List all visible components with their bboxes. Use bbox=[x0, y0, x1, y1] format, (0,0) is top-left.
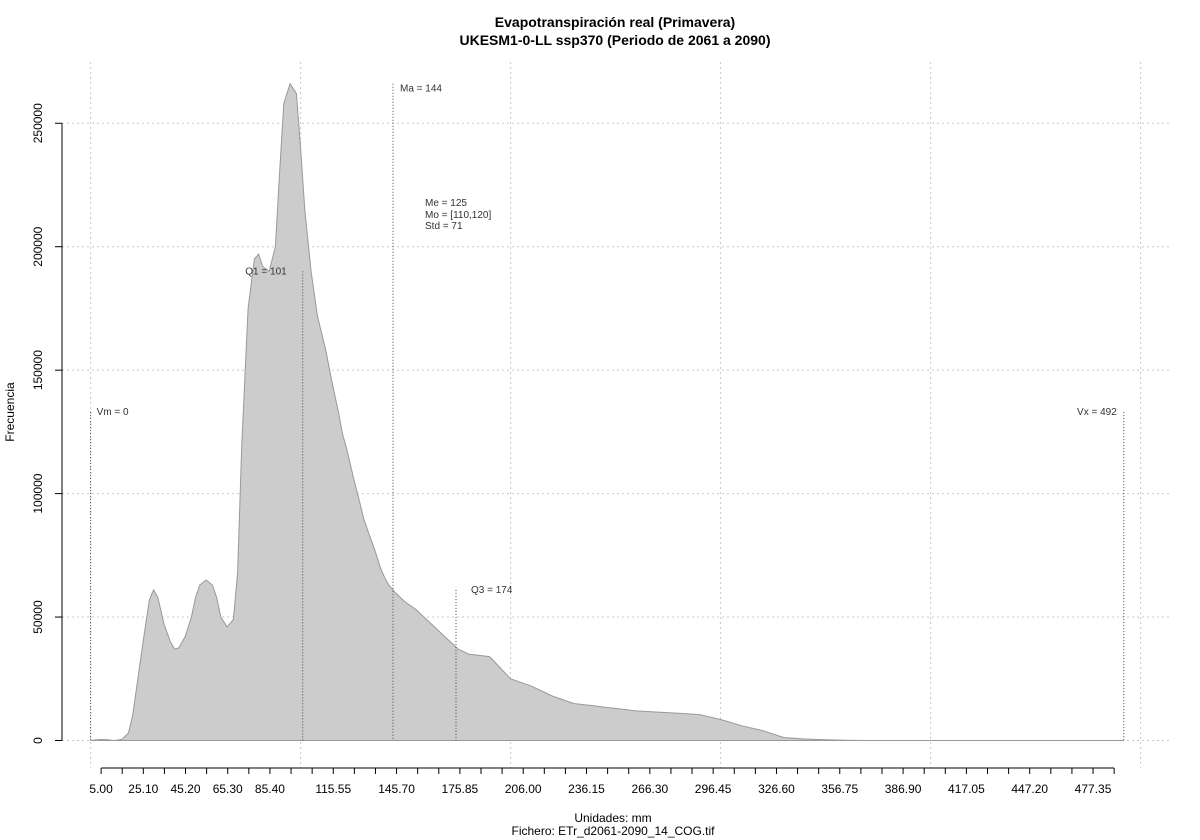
stat-mode: Mo = [110,120] bbox=[425, 210, 491, 221]
y-tick-label: 150000 bbox=[31, 350, 45, 390]
x-axis-label: Unidades: mm bbox=[574, 811, 651, 825]
marker-label: Q3 = 174 bbox=[471, 585, 513, 596]
y-tick-label: 50000 bbox=[31, 600, 45, 634]
y-axis-label: Frecuencia bbox=[3, 382, 17, 442]
x-tick-label: 447.20 bbox=[1011, 782, 1048, 796]
marker-label: Vx = 492 bbox=[1077, 407, 1117, 418]
x-tick-label: 356.75 bbox=[821, 782, 858, 796]
x-tick-label: 206.00 bbox=[505, 782, 542, 796]
x-tick-label: 417.05 bbox=[948, 782, 985, 796]
y-tick-label: 200000 bbox=[31, 226, 45, 266]
x-tick-label: 296.45 bbox=[695, 782, 732, 796]
stat-std: Std = 71 bbox=[425, 221, 463, 232]
chart-title: Evapotranspiración real (Primavera) bbox=[495, 14, 735, 30]
density-area bbox=[90, 82, 1124, 741]
x-tick-label: 145.70 bbox=[378, 782, 415, 796]
y-tick-label: 0 bbox=[31, 737, 45, 744]
axes: 0 50000 100000 150000 200000 250000 5.00 25.10 4… bbox=[31, 103, 1115, 796]
y-tick-label: 100000 bbox=[31, 473, 45, 513]
stat-median: Me = 125 bbox=[425, 198, 467, 209]
x-tick-label: 65.30 bbox=[213, 782, 243, 796]
chart-subtitle: UKESM1-0-LL ssp370 (Periodo de 2061 a 20… bbox=[460, 32, 771, 48]
y-tick-label: 250000 bbox=[31, 103, 45, 143]
x-tick-label: 85.40 bbox=[255, 782, 285, 796]
stat-markers: Vm = 0 Q1 = 101 Ma = 144 Q3 = 174 Vx = 492 bbox=[90, 83, 1125, 741]
x-tick-label: 266.30 bbox=[631, 782, 668, 796]
footer-filename: Fichero: ETr_d2061-2090_14_COG.tif bbox=[512, 824, 716, 838]
x-tick-label: 175.85 bbox=[442, 782, 479, 796]
marker-label: Q1 = 101 bbox=[245, 266, 287, 277]
x-tick-label: 326.60 bbox=[758, 782, 795, 796]
x-tick-label: 236.15 bbox=[568, 782, 605, 796]
x-tick-label: 386.90 bbox=[885, 782, 922, 796]
x-tick-label: 45.20 bbox=[171, 782, 201, 796]
x-tick-label: 477.35 bbox=[1075, 782, 1112, 796]
marker-label: Vm = 0 bbox=[97, 407, 129, 418]
density-series bbox=[90, 82, 1124, 741]
x-tick-label: 25.10 bbox=[128, 782, 158, 796]
marker-label: Ma = 144 bbox=[400, 84, 442, 95]
x-tick-label: 5.00 bbox=[89, 782, 113, 796]
x-tick-label: 115.55 bbox=[315, 782, 351, 796]
